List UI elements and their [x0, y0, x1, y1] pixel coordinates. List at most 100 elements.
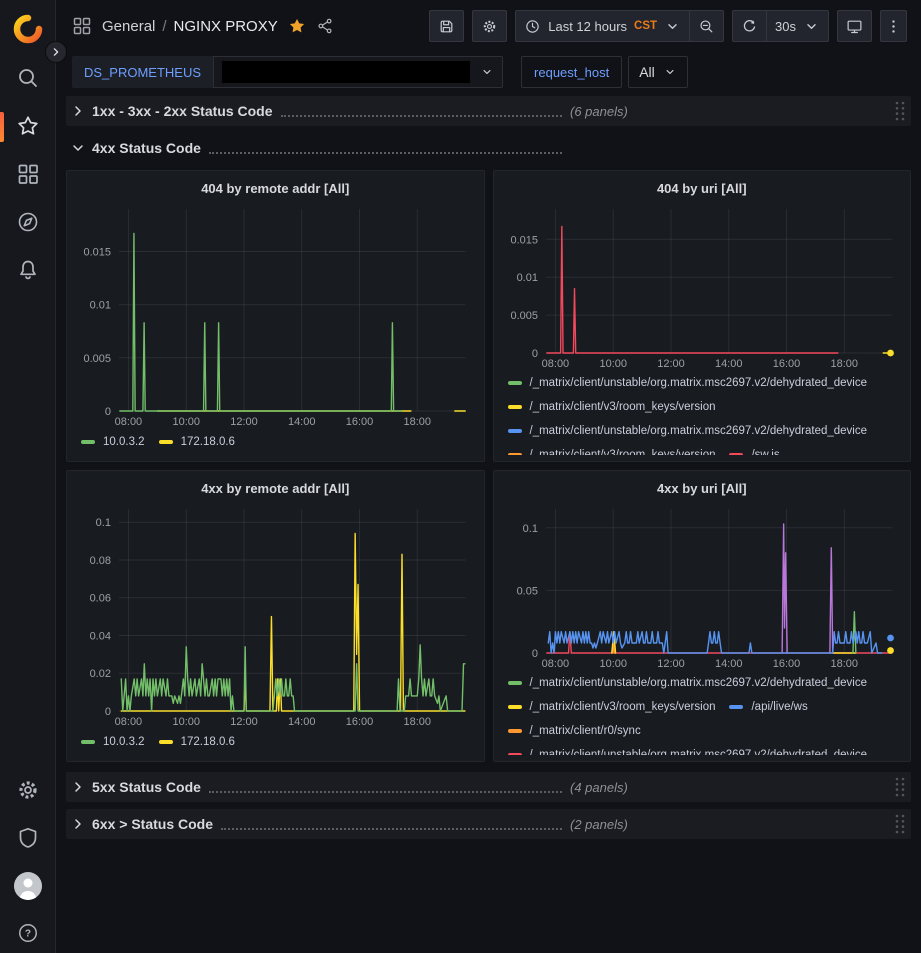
- user-avatar[interactable]: [13, 871, 43, 901]
- svg-text:10:00: 10:00: [599, 358, 626, 370]
- legend-item[interactable]: /_matrix/client/unstable/org.matrix.msc2…: [507, 671, 868, 695]
- dashboard-settings-button[interactable]: [472, 10, 508, 42]
- chevron-down-icon: [807, 23, 816, 29]
- legend-item[interactable]: /_matrix/client/unstable/org.matrix.msc2…: [507, 743, 867, 755]
- svg-text:18:00: 18:00: [830, 358, 857, 370]
- explore-compass-icon[interactable]: [16, 210, 40, 234]
- chevron-down-icon: [666, 69, 674, 75]
- svg-text:12:00: 12:00: [657, 358, 684, 370]
- favorite-star-icon[interactable]: [288, 17, 306, 35]
- variable-value-request-host[interactable]: All: [628, 56, 688, 88]
- refresh-interval-button[interactable]: 30s: [767, 10, 829, 42]
- help-icon[interactable]: ?: [17, 922, 39, 944]
- svg-text:18:00: 18:00: [404, 716, 431, 728]
- active-nav-indicator: [0, 112, 4, 142]
- dotted-filler: [208, 782, 562, 793]
- series-color-swatch: [507, 453, 522, 455]
- svg-text:0.05: 0.05: [516, 585, 537, 597]
- svg-text:0.1: 0.1: [522, 523, 537, 535]
- svg-text:10:00: 10:00: [173, 716, 200, 728]
- legend-item[interactable]: /_matrix/client/r0/sync: [507, 719, 641, 743]
- panel-404-by-uri: 404 by uri [All] 08:00 10:00 12:00 14:00 16:…: [492, 170, 911, 462]
- svg-text:14:00: 14:00: [288, 716, 315, 728]
- variable-label-request-host[interactable]: request_host: [521, 56, 623, 88]
- drag-handle-icon[interactable]: [893, 813, 907, 835]
- legend-item[interactable]: /_matrix/client/unstable/org.matrix.msc2…: [507, 371, 867, 395]
- legend-item[interactable]: /sw.js: [729, 443, 780, 455]
- panel-legend: 10.0.3.2 172.18.0.6: [75, 429, 476, 455]
- chart-svg[interactable]: 08:00 10:00 12:00 14:00 16:00 18:00 0 0.02 0.04 0…: [75, 501, 476, 729]
- dotted-filler: [221, 819, 562, 830]
- svg-text:0.005: 0.005: [510, 310, 537, 322]
- legend-item[interactable]: /_matrix/client/unstable/org.matrix.msc2…: [507, 419, 867, 443]
- legend-label: /_matrix/client/v3/room_keys/version: [529, 701, 716, 713]
- row-1xx-3xx-2xx[interactable]: 1xx - 3xx - 2xx Status Code (6 panels): [66, 96, 911, 126]
- legend-label: /_matrix/client/unstable/org.matrix.msc2…: [529, 677, 868, 689]
- panel-title[interactable]: 4xx by remote addr [All]: [201, 481, 350, 496]
- configuration-gear-icon[interactable]: [16, 778, 40, 802]
- chart-svg[interactable]: 08:00 10:00 12:00 14:00 16:00 18:00 0 0.005 0.01…: [75, 201, 476, 429]
- server-admin-shield-icon[interactable]: [16, 826, 40, 850]
- dashboards-icon[interactable]: [16, 162, 40, 186]
- kebab-menu-button[interactable]: [880, 10, 907, 42]
- legend-label: 10.0.3.2: [103, 736, 145, 748]
- row-4xx[interactable]: 4xx Status Code: [66, 133, 911, 163]
- chart-svg[interactable]: 08:00 10:00 12:00 14:00 16:00 18:00 0 0.005 0.01…: [502, 201, 903, 371]
- row-title: 6xx > Status Code: [92, 816, 213, 832]
- tv-mode-button[interactable]: [837, 10, 872, 42]
- alerting-bell-icon[interactable]: [16, 258, 40, 282]
- panel-4xx-by-uri: 4xx by uri [All] 08:00 10:00 12:00 14:00 16:…: [492, 470, 911, 762]
- breadcrumb-dashboard-title[interactable]: NGINX PROXY: [173, 17, 278, 35]
- legend-item[interactable]: /_matrix/client/v3/room_keys/version: [507, 695, 716, 719]
- chevron-down-icon: [668, 23, 677, 29]
- drag-handle-icon[interactable]: [893, 776, 907, 798]
- row-title: 5xx Status Code: [92, 779, 201, 795]
- svg-text:12:00: 12:00: [657, 658, 684, 670]
- svg-text:10:00: 10:00: [599, 658, 626, 670]
- legend-item[interactable]: /api/live/ws: [729, 695, 808, 719]
- time-range-button[interactable]: Last 12 hours CST: [515, 10, 691, 42]
- toolbar: Last 12 hours CST 30s: [429, 10, 907, 42]
- breadcrumb-section[interactable]: General: [102, 17, 156, 35]
- starred-icon[interactable]: [16, 114, 40, 138]
- grafana-logo-icon[interactable]: [13, 14, 43, 44]
- svg-text:08:00: 08:00: [115, 716, 142, 728]
- svg-text:0: 0: [105, 406, 111, 418]
- svg-text:14:00: 14:00: [714, 658, 741, 670]
- row-5xx[interactable]: 5xx Status Code (4 panels): [66, 772, 911, 802]
- variable-label-datasource: DS_PROMETHEUS: [72, 56, 214, 88]
- legend-item[interactable]: /_matrix/client/v3/room_keys/version: [507, 443, 715, 455]
- legend-item[interactable]: 10.0.3.2: [81, 430, 145, 454]
- svg-text:10:00: 10:00: [173, 416, 200, 428]
- panel-title[interactable]: 404 by uri [All]: [656, 181, 747, 196]
- series-color-swatch: [507, 405, 522, 409]
- panel-title[interactable]: 404 by remote addr [All]: [201, 181, 350, 196]
- svg-text:0.005: 0.005: [83, 353, 110, 365]
- legend-item[interactable]: 10.0.3.2: [81, 730, 145, 754]
- series-color-swatch: [507, 381, 522, 385]
- series-color-swatch: [729, 705, 744, 709]
- refresh-button[interactable]: [732, 10, 768, 42]
- legend-item[interactable]: /_matrix/client/v3/room_keys/version: [507, 395, 715, 419]
- row-panel-count: (4 panels): [570, 779, 628, 795]
- legend-item[interactable]: 172.18.0.6: [158, 730, 235, 754]
- search-icon[interactable]: [16, 66, 40, 90]
- dashboard-header: General / NGINX PROXY Last 12 hours CST: [56, 0, 921, 52]
- row-panel-count: (6 panels): [570, 103, 628, 119]
- chevron-right-icon: [75, 106, 81, 116]
- svg-text:14:00: 14:00: [288, 416, 315, 428]
- series-color-swatch: [158, 740, 173, 744]
- variable-value-datasource[interactable]: [213, 56, 504, 88]
- sidebar-expand-button[interactable]: [45, 41, 67, 63]
- series-color-swatch: [507, 429, 522, 433]
- chart-svg[interactable]: 08:00 10:00 12:00 14:00 16:00 18:00 0 0.05 0.1: [502, 501, 903, 671]
- row-6xx[interactable]: 6xx > Status Code (2 panels): [66, 809, 911, 839]
- legend-item[interactable]: 172.18.0.6: [158, 430, 235, 454]
- svg-text:0: 0: [105, 706, 111, 718]
- zoom-out-button[interactable]: [690, 10, 725, 42]
- row-title: 4xx Status Code: [92, 140, 201, 156]
- panel-title[interactable]: 4xx by uri [All]: [656, 481, 747, 496]
- drag-handle-icon[interactable]: [893, 100, 907, 122]
- save-dashboard-button[interactable]: [429, 10, 465, 42]
- share-icon[interactable]: [316, 17, 334, 35]
